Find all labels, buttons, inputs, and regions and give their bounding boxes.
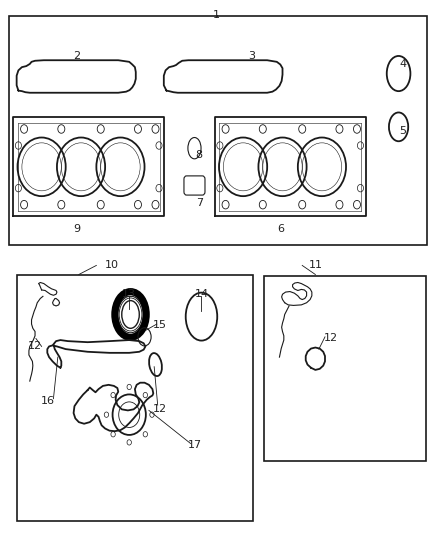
Text: 12: 12 [153, 405, 167, 414]
Text: 2: 2 [73, 51, 80, 61]
Text: 7: 7 [196, 198, 203, 207]
Text: 14: 14 [194, 289, 208, 299]
Text: 17: 17 [188, 440, 202, 450]
Text: 9: 9 [73, 224, 80, 234]
Bar [264, 276, 426, 461]
Text: 16: 16 [41, 396, 55, 406]
Text: 6: 6 [277, 224, 284, 234]
Text: 11: 11 [308, 261, 322, 270]
Bar [9, 16, 427, 245]
Text: 15: 15 [153, 320, 167, 330]
Text: 12: 12 [28, 342, 42, 351]
Text: 12: 12 [324, 334, 338, 343]
Ellipse shape [122, 301, 139, 328]
Text: 1: 1 [213, 10, 220, 20]
Text: 13: 13 [122, 289, 136, 299]
Text: 4: 4 [399, 59, 406, 69]
Bar [17, 275, 253, 521]
Text: 3: 3 [248, 51, 255, 61]
Text: 8: 8 [196, 150, 203, 159]
Text: 5: 5 [399, 126, 406, 135]
Text: 10: 10 [105, 261, 119, 270]
